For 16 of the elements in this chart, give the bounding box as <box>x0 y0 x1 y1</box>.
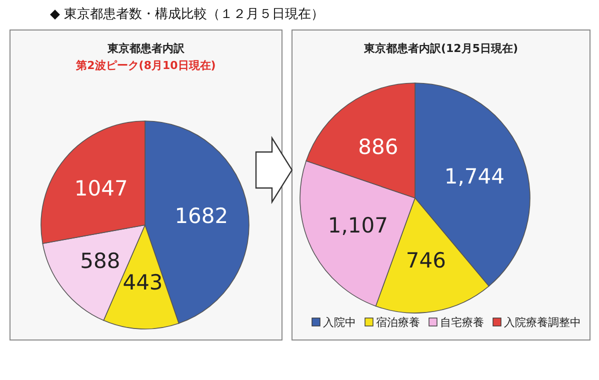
data-label: 1682 <box>174 204 228 228</box>
data-label: 1,744 <box>444 164 505 189</box>
legend-label: 入院療養調整中 <box>504 316 581 329</box>
data-label: 443 <box>122 270 163 295</box>
data-label: 588 <box>80 248 120 273</box>
chart-subtitle: 第2波ピーク(8月10日現在) <box>75 59 216 72</box>
legend-label: 入院中 <box>323 316 356 329</box>
data-label: 1047 <box>74 176 128 201</box>
data-label: 1,107 <box>328 214 388 238</box>
legend-label: 宿泊療養 <box>376 316 420 329</box>
data-label: 746 <box>406 248 446 273</box>
data-label: 886 <box>358 134 398 159</box>
chart-title: 東京都患者内訳 <box>106 42 186 55</box>
legend-label: 自宅療養 <box>440 316 484 329</box>
chart-title: 東京都患者内訳(12月5日現在) <box>362 42 518 55</box>
text: ◆ 東京都患者数・構成比較（１２月５日現在） <box>50 7 324 22</box>
